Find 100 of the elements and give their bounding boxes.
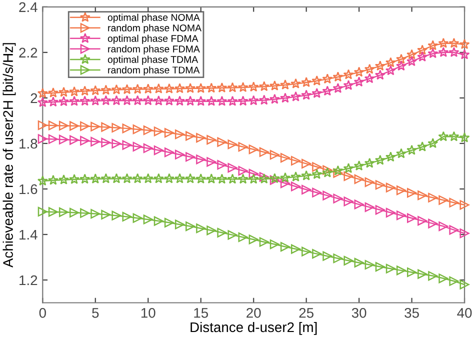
point: [143, 125, 153, 136]
point: [196, 82, 206, 93]
y-axis-title: Achieveable rate of user2H [bit/s/Hz]: [2, 43, 16, 268]
point: [122, 95, 132, 106]
point: [418, 269, 428, 279]
point: [164, 218, 174, 228]
y-tick-label: 1.4: [20, 230, 38, 240]
legend-label: optimal phase FDMA: [108, 34, 198, 44]
point: [364, 260, 374, 270]
point: [248, 174, 259, 184]
point: [111, 84, 122, 94]
point: [58, 207, 69, 217]
point: [142, 84, 154, 94]
point: [196, 96, 206, 106]
point: [217, 228, 227, 238]
point: [238, 96, 248, 106]
point: [280, 172, 290, 182]
point: [375, 262, 385, 272]
point: [248, 168, 258, 179]
point: [438, 195, 448, 205]
point: [69, 174, 80, 184]
point: [322, 74, 333, 84]
point: [374, 154, 386, 165]
point: [290, 171, 302, 182]
point: [48, 87, 58, 98]
point: [186, 221, 196, 232]
point: [290, 182, 301, 192]
point: [396, 54, 406, 64]
point: [417, 141, 428, 152]
point: [364, 64, 375, 74]
point: [396, 266, 406, 276]
point: [354, 66, 364, 77]
point: [460, 228, 470, 238]
point: [80, 86, 90, 96]
y-tick-label: 1.2: [20, 275, 38, 286]
point: [238, 166, 248, 176]
point: [449, 225, 459, 235]
point: [112, 122, 122, 133]
x-tick-label: 0: [39, 308, 46, 318]
point: [154, 145, 164, 156]
legend-label: optimal phase NOMA: [108, 14, 200, 23]
legend-label: random phase TDMA: [108, 66, 200, 76]
point: [374, 70, 386, 80]
point: [459, 38, 470, 50]
point: [38, 134, 48, 144]
point: [312, 188, 322, 198]
point: [385, 152, 396, 162]
point: [101, 122, 111, 132]
point: [385, 57, 396, 68]
point: [269, 80, 280, 90]
point: [69, 96, 80, 106]
y-tick-label: 2: [30, 93, 38, 103]
point: [164, 148, 174, 158]
point: [90, 122, 100, 132]
point: [70, 208, 80, 218]
point: [206, 157, 216, 167]
point: [448, 131, 460, 142]
point: [428, 218, 438, 228]
point: [100, 95, 112, 106]
point: [396, 148, 406, 158]
point: [312, 162, 322, 172]
point: [216, 174, 228, 184]
point: [227, 174, 238, 184]
point: [111, 173, 122, 184]
point: [248, 95, 259, 106]
point: [101, 138, 111, 148]
point: [37, 176, 48, 186]
point: [90, 136, 100, 146]
point: [438, 274, 448, 284]
point: [37, 88, 48, 98]
point: [185, 173, 196, 184]
point: [69, 86, 80, 96]
point: [132, 95, 143, 106]
point: [227, 82, 238, 92]
point: [375, 180, 385, 190]
point: [344, 256, 354, 266]
point: [333, 194, 343, 204]
point: [438, 46, 449, 57]
point: [196, 132, 206, 143]
point: [259, 237, 269, 247]
point: [438, 221, 448, 232]
point: [80, 174, 90, 184]
point: [238, 174, 248, 184]
point: [174, 150, 185, 160]
point: [386, 182, 396, 192]
point: [259, 147, 269, 157]
point: [248, 234, 258, 244]
point: [111, 95, 122, 106]
point: [396, 186, 406, 196]
point: [386, 264, 396, 274]
point: [101, 210, 111, 220]
point: [186, 152, 196, 162]
point: [112, 138, 122, 148]
point: [174, 130, 185, 140]
legend-label: random phase FDMA: [108, 45, 200, 54]
point: [112, 210, 122, 220]
point: [322, 167, 333, 178]
point: [354, 174, 364, 184]
point: [301, 76, 312, 88]
point: [185, 96, 196, 106]
